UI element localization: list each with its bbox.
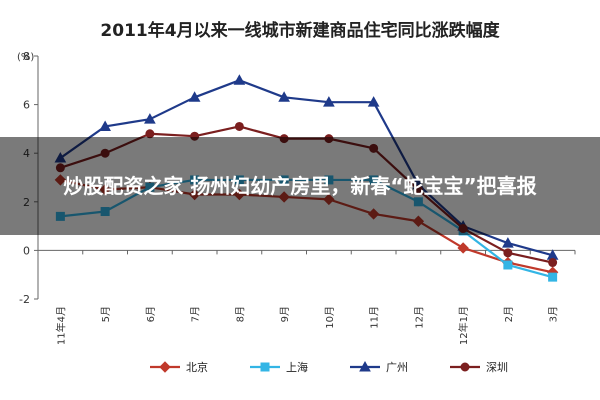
data-point xyxy=(144,113,156,124)
x-tick-label: 12年1月 xyxy=(457,306,470,345)
data-point xyxy=(323,96,335,107)
data-point xyxy=(188,91,201,102)
x-tick-label: 11月 xyxy=(369,306,381,329)
legend-label: 深圳 xyxy=(486,361,508,374)
data-point xyxy=(503,260,513,270)
x-tick-label: 6月 xyxy=(145,306,157,322)
legend-item: 广州 xyxy=(350,360,408,374)
y-axis-unit: (%) xyxy=(17,52,34,63)
x-tick-label: 9月 xyxy=(279,306,291,322)
data-point xyxy=(278,91,290,102)
data-point xyxy=(233,74,246,85)
legend-marker xyxy=(460,362,470,372)
legend-label: 北京 xyxy=(186,360,208,374)
x-tick-label: 11年4月 xyxy=(54,306,67,345)
x-tick-label: 10月 xyxy=(324,306,336,329)
legend-marker xyxy=(260,362,270,372)
headline-banner[interactable]: 炒股配资之家 扬州妇幼产房里，新春“蛇宝宝”把喜报 xyxy=(0,137,600,235)
y-tick-label: 8 xyxy=(23,50,30,63)
data-point xyxy=(503,248,513,258)
x-tick-label: 7月 xyxy=(190,306,202,322)
data-point xyxy=(457,242,469,254)
x-tick-label: 5月 xyxy=(100,306,112,322)
legend: 北京 上海 广州 深圳 xyxy=(150,360,508,374)
legend-label: 广州 xyxy=(386,361,408,374)
axes: -20246811年4月5月6月7月8月9月10月11月12月12年1月2月3月 xyxy=(19,50,576,345)
chart-title: 2011年4月以来一线城市新建商品住宅同比涨跌幅度 xyxy=(100,20,500,41)
legend-item: 深圳 xyxy=(450,361,508,374)
legend-item: 北京 xyxy=(150,360,208,374)
x-tick-label: 8月 xyxy=(234,306,246,322)
data-point xyxy=(502,237,514,248)
data-point xyxy=(548,272,558,282)
data-point xyxy=(234,121,244,131)
data-point xyxy=(367,96,380,107)
legend-marker xyxy=(359,360,371,372)
x-tick-label: 3月 xyxy=(548,306,560,322)
data-point xyxy=(99,120,111,131)
x-tick-label: 12月 xyxy=(413,306,425,329)
legend-label: 上海 xyxy=(286,360,308,374)
x-tick-label: 2月 xyxy=(503,306,515,322)
y-tick-label: 0 xyxy=(23,244,30,257)
headline-text: 炒股配资之家 扬州妇幼产房里，新春“蛇宝宝”把喜报 xyxy=(63,174,537,198)
data-point xyxy=(548,258,558,268)
legend-marker xyxy=(159,361,171,373)
y-tick-label: -2 xyxy=(19,293,30,306)
y-tick-label: 6 xyxy=(23,99,30,112)
legend-item: 上海 xyxy=(250,360,308,374)
